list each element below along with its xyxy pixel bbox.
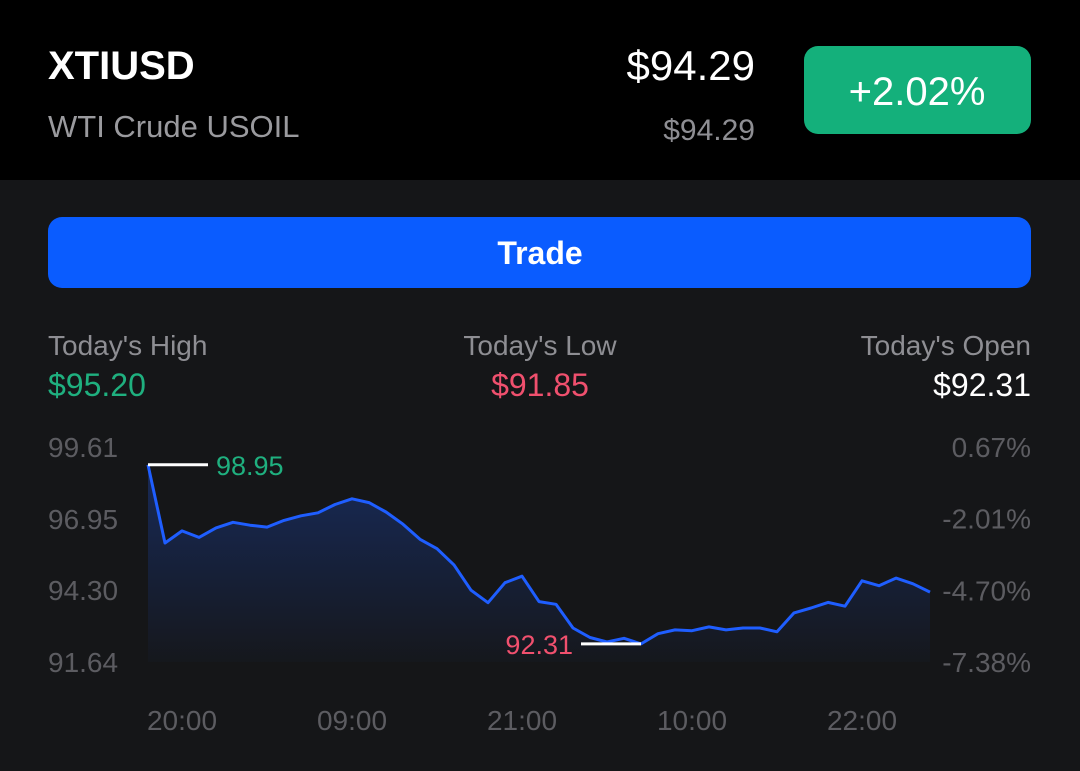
- change-text: +2.02%: [849, 70, 986, 114]
- stat-value: $91.85: [491, 367, 589, 403]
- stat-label: Today's High: [48, 330, 207, 361]
- stat-label: Today's Low: [463, 330, 617, 361]
- x-tick-label: 21:00: [487, 705, 557, 736]
- y-tick-label: 94.30: [48, 575, 118, 606]
- low-label: 92.31: [505, 630, 573, 660]
- x-tick-label: 22:00: [827, 705, 897, 736]
- stat-value: $92.31: [933, 367, 1031, 403]
- x-tick-label: 20:00: [147, 705, 217, 736]
- symbol: XTIUSD: [48, 44, 195, 88]
- x-tick-label: 10:00: [657, 705, 727, 736]
- y2-tick-label: 0.67%: [952, 432, 1031, 463]
- stat-value: $95.20: [48, 367, 146, 403]
- y-tick-label: 91.64: [48, 647, 118, 678]
- y2-tick-label: -7.38%: [942, 647, 1031, 678]
- area: [148, 464, 930, 662]
- stat-label: Today's Open: [861, 330, 1031, 361]
- y-tick-label: 99.61: [48, 432, 118, 463]
- high-label: 98.95: [216, 451, 284, 481]
- price: $94.29: [627, 42, 755, 89]
- x-tick-label: 09:00: [317, 705, 387, 736]
- sub-price: $94.29: [663, 114, 755, 147]
- y2-tick-label: -2.01%: [942, 504, 1031, 535]
- instrument-name: WTI Crude USOIL: [48, 109, 300, 144]
- change-badge[interactable]: [804, 46, 1031, 134]
- y2-tick-label: -4.70%: [942, 575, 1031, 606]
- trade-button[interactable]: [48, 217, 1031, 288]
- trade-label: Trade: [497, 235, 582, 271]
- y-tick-label: 96.95: [48, 504, 118, 535]
- line: [146, 464, 931, 646]
